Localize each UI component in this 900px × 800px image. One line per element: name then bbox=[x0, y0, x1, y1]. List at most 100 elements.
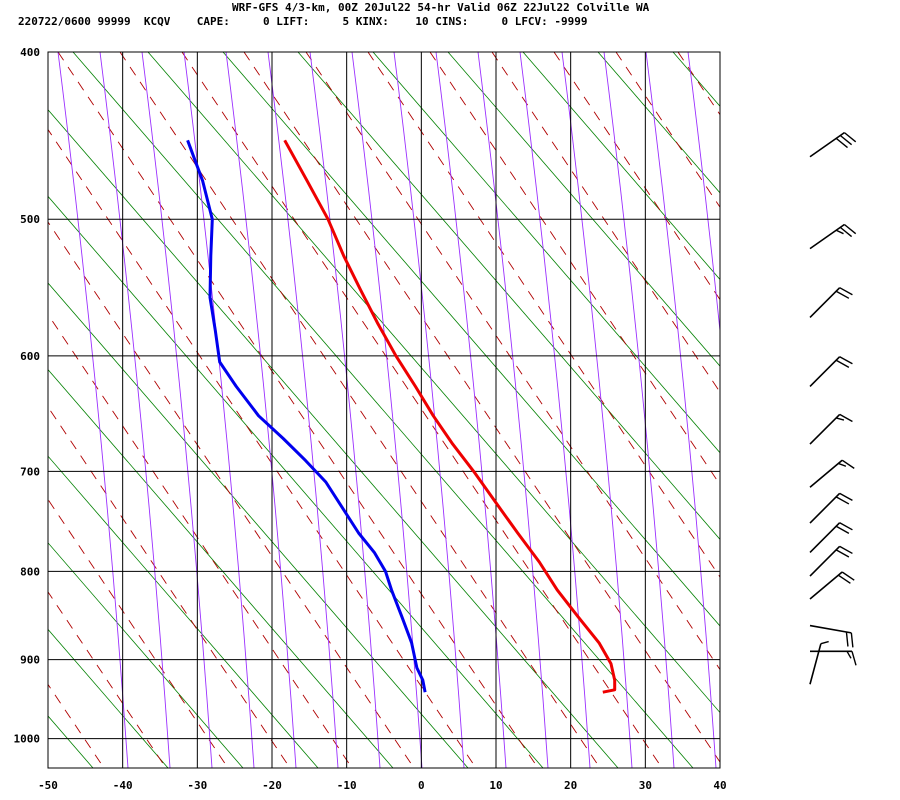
dry-adiabat-line bbox=[372, 52, 720, 454]
moist-adiabat-line bbox=[561, 52, 633, 768]
dry-adiabat-line bbox=[48, 455, 319, 768]
wind-barb-feather bbox=[835, 549, 850, 558]
wind-barb-feather bbox=[839, 287, 853, 296]
moist-adiabat-line bbox=[57, 52, 129, 768]
profile-series bbox=[186, 139, 617, 694]
dry-adiabat-line bbox=[72, 52, 694, 768]
wind-barb-staff bbox=[809, 624, 852, 634]
moist-adiabat-line bbox=[645, 52, 717, 768]
x-tick-label: -50 bbox=[38, 779, 58, 792]
wind-barb-feather bbox=[843, 223, 857, 235]
dry-adiabat-line bbox=[672, 52, 720, 107]
wind-barb-staff bbox=[809, 223, 845, 250]
wind-barb-feather bbox=[835, 417, 845, 421]
y-tick-label: 400 bbox=[20, 46, 40, 59]
mixing-ratio-line bbox=[48, 683, 105, 768]
mixing-ratio-line bbox=[243, 52, 720, 763]
dry-adiabat-line bbox=[48, 542, 244, 768]
wind-barb bbox=[810, 650, 857, 666]
dry-adiabat-line bbox=[147, 52, 720, 714]
dry-adiabat-line bbox=[48, 715, 94, 768]
moist-adiabat-line bbox=[351, 52, 423, 768]
dry-adiabat-line bbox=[297, 52, 720, 540]
plot-frame bbox=[47, 51, 721, 769]
mixing-ratio-line bbox=[553, 52, 720, 301]
wind-barb-feather bbox=[839, 226, 853, 238]
wind-barb-feather bbox=[839, 134, 853, 146]
dry-adiabat-line bbox=[222, 52, 720, 627]
mixing-ratio-line bbox=[305, 52, 720, 671]
dry-adiabat-line bbox=[48, 368, 394, 768]
y-tick-label: 1000 bbox=[14, 733, 41, 746]
moist-adiabat-line bbox=[225, 52, 297, 768]
background-lines bbox=[48, 52, 900, 768]
dry-adiabat-line bbox=[48, 282, 469, 768]
x-tick-labels: -50 -40 -30 -20 -10 0 10 20 30 40 bbox=[38, 779, 727, 792]
mixing-ratio-line bbox=[48, 221, 415, 768]
moist-adiabat-line bbox=[603, 52, 675, 768]
wind-barb-feather bbox=[839, 413, 853, 423]
y-tick-label: 600 bbox=[20, 350, 40, 363]
mixing-ratio-line bbox=[677, 52, 720, 116]
wind-barb-feather bbox=[835, 290, 850, 299]
x-tick-label: 40 bbox=[713, 779, 726, 792]
wind-barb bbox=[809, 459, 855, 488]
moist-adiabat-line bbox=[477, 52, 549, 768]
wind-barb bbox=[809, 287, 853, 318]
dry-adiabat-line bbox=[447, 52, 720, 367]
wind-barb-staff bbox=[809, 131, 845, 158]
moist-adiabat-line bbox=[519, 52, 591, 768]
wind-barb bbox=[809, 131, 857, 158]
wind-barb-staff bbox=[809, 413, 841, 445]
wind-barb-feather bbox=[845, 631, 849, 647]
wind-barb-staff bbox=[809, 356, 841, 387]
x-tick-label: 30 bbox=[639, 779, 652, 792]
wind-barb bbox=[809, 522, 853, 553]
y-tick-label: 700 bbox=[20, 465, 40, 478]
wind-barb-feather bbox=[846, 650, 852, 659]
wind-barb-staff bbox=[809, 492, 841, 524]
wind-barb-feather bbox=[839, 492, 853, 502]
wind-barb-staff bbox=[809, 643, 822, 685]
wind-barb bbox=[809, 640, 829, 685]
wind-barb-feather bbox=[843, 132, 857, 143]
wind-barb-staff bbox=[809, 522, 841, 553]
dry-adiabat-line bbox=[522, 52, 720, 281]
wind-barb-feather bbox=[839, 522, 853, 531]
wind-barb-feather bbox=[837, 574, 851, 584]
dry-adiabat-line bbox=[48, 195, 544, 768]
x-tick-label: -10 bbox=[337, 779, 357, 792]
moist-adiabat-line bbox=[393, 52, 465, 768]
wind-barb bbox=[809, 356, 853, 387]
wind-barb-feather bbox=[835, 359, 850, 368]
wind-barb-staff bbox=[809, 459, 843, 488]
wind-barb bbox=[809, 545, 853, 577]
wind-barb-staff bbox=[809, 545, 841, 577]
x-tick-label: 0 bbox=[418, 779, 425, 792]
dewpoint-profile-line bbox=[186, 139, 427, 693]
moist-adiabat-line bbox=[267, 52, 339, 768]
mixing-ratio-line bbox=[491, 52, 720, 393]
wind-barb-feather bbox=[841, 571, 855, 581]
x-tick-label: 10 bbox=[489, 779, 502, 792]
wind-barb-feather bbox=[838, 462, 847, 467]
y-tick-label: 900 bbox=[20, 654, 40, 667]
sounding-indices: 220722/0600 99999 KCQV CAPE: 0 LIFT: 5 K… bbox=[18, 15, 588, 28]
grid bbox=[48, 52, 720, 768]
mixing-ratio-line bbox=[119, 52, 601, 768]
wind-barb-staff bbox=[809, 287, 841, 318]
wind-barb bbox=[809, 492, 853, 524]
y-tick-labels: 400 500 600 700 800 900 1000 bbox=[14, 46, 41, 746]
dry-adiabat-line bbox=[597, 52, 720, 194]
moist-adiabat-line bbox=[309, 52, 381, 768]
wind-barb bbox=[809, 223, 857, 250]
y-tick-label: 800 bbox=[20, 565, 40, 578]
x-tick-label: -40 bbox=[113, 779, 133, 792]
wind-barb bbox=[809, 571, 855, 600]
dry-adiabat-line bbox=[748, 52, 900, 768]
wind-barb-feather bbox=[835, 229, 844, 235]
moist-adiabat-line bbox=[687, 52, 720, 336]
wind-barb-feather bbox=[839, 545, 853, 555]
x-tick-label: -20 bbox=[262, 779, 282, 792]
